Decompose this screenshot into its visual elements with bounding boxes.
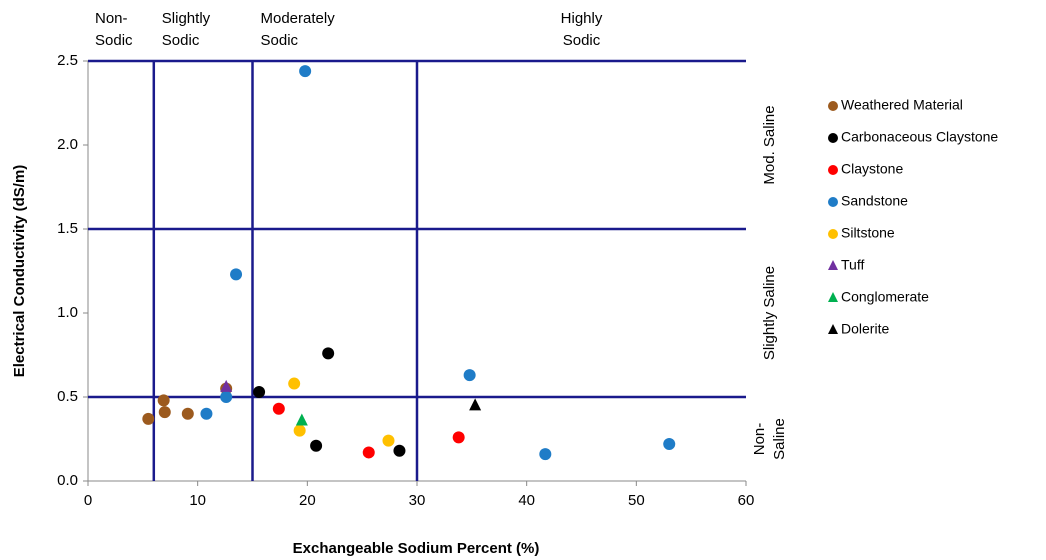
point [293,424,306,437]
point [382,434,395,447]
legend-marker [828,133,838,143]
legend-label: Carbonaceous Claystone [841,129,998,145]
point [200,407,213,420]
y-axis-title: Electrical Conductivity (dS/m) [11,165,28,378]
zone-label: Sodic [95,32,133,49]
x-tick-label: 0 [84,492,92,509]
point [272,402,285,415]
legend-label: Sandstone [841,193,908,209]
legend-label: Siltstone [841,225,895,241]
legend-label: Weathered Material [841,97,963,113]
legend-marker [828,229,838,239]
legend-marker [828,197,838,207]
zone-label: Highly [561,10,603,27]
y-tick-label: 2.0 [57,136,78,153]
point [142,412,155,425]
legend-label: Tuff [841,257,864,273]
point [539,448,552,461]
point [663,438,676,451]
zone-label: Sodic [563,32,601,49]
point [310,439,323,452]
point [158,406,171,419]
point [469,398,482,411]
point [322,347,335,360]
point [299,65,312,78]
legend-label: Conglomerate [841,289,929,305]
zone-label: Slightly Saline [761,266,778,360]
point [362,446,375,459]
point [220,391,233,403]
x-axis-title: Exchangeable Sodium Percent (%) [293,540,540,557]
point [393,444,406,457]
point [230,268,243,281]
zone-label: Mod. Saline [761,105,778,184]
legend-label: Claystone [841,161,903,177]
zone-label: Sodic [162,32,200,49]
legend-marker [828,292,838,302]
zone-label: Sodic [261,32,299,49]
zone-label: Slightly [162,10,211,27]
y-tick-label: 2.5 [57,52,78,69]
point [295,413,308,426]
zone-label: Saline [771,418,788,460]
point [220,379,233,392]
x-tick-label: 10 [189,492,206,509]
point [181,407,194,420]
point [288,377,301,390]
zone-label: Non- [95,10,128,27]
x-tick-label: 30 [409,492,426,509]
y-tick-label: 0.0 [57,472,78,489]
zone-label: Non- [751,423,768,456]
point [157,394,170,407]
point [253,385,266,398]
point [463,369,476,382]
legend-marker [828,165,838,175]
x-tick-label: 60 [738,492,755,509]
zone-label: Moderately [261,10,336,27]
legend-marker [828,101,838,111]
zone-label-group: Slightly Saline [761,266,778,360]
y-tick-label: 0.5 [57,388,78,405]
y-tick-label: 1.5 [57,220,78,237]
y-tick-label: 1.0 [57,304,78,321]
zone-label-group: Mod. Saline [761,105,778,184]
legend-marker [828,260,838,270]
x-tick-label: 50 [628,492,645,509]
point [452,431,465,444]
legend-label: Dolerite [841,321,889,337]
x-tick-label: 20 [299,492,316,509]
zone-label-group: Non- Saline [751,418,788,460]
x-tick-label: 40 [518,492,535,509]
legend-marker [828,324,838,334]
